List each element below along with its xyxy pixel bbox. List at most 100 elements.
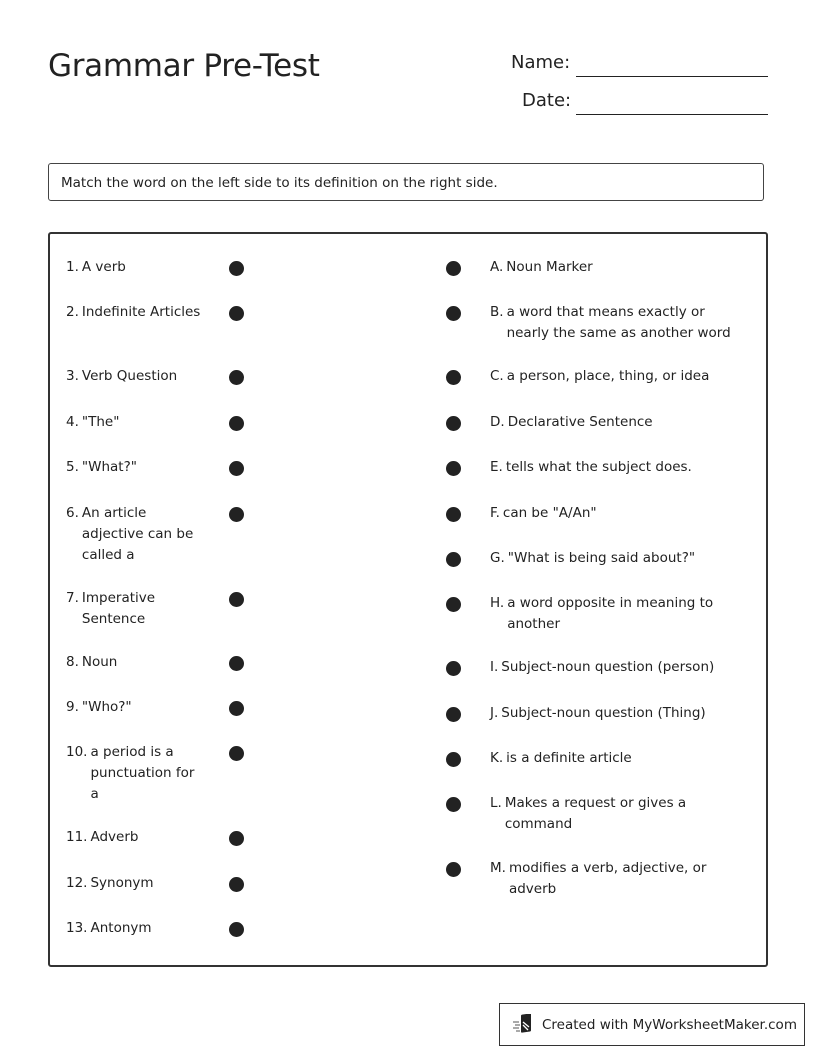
item-number: A. — [490, 259, 504, 275]
right-match-dot[interactable] — [446, 507, 461, 522]
item-text: a period is a punctuation for a — [90, 744, 195, 802]
item-text: Declarative Sentence — [507, 414, 653, 430]
right-match-dot[interactable] — [446, 752, 461, 767]
item-text: a word opposite in meaning to another — [507, 595, 714, 632]
left-match-dot[interactable] — [229, 877, 244, 892]
right-match-dot[interactable] — [446, 461, 461, 476]
right-item: M. modifies a verb, adjective, or adverb — [490, 858, 731, 900]
left-match-dot[interactable] — [229, 701, 244, 716]
item-number: B. — [490, 304, 504, 320]
left-match-dot[interactable] — [229, 507, 244, 522]
name-field[interactable] — [576, 76, 768, 77]
item-number: 7. — [66, 590, 79, 606]
left-match-dot[interactable] — [229, 370, 244, 385]
item-number: C. — [490, 368, 504, 384]
item-text: Antonym — [90, 920, 152, 936]
item-number: H. — [490, 595, 505, 611]
item-number: F. — [490, 505, 500, 521]
right-item: K. is a definite article — [490, 748, 728, 769]
right-item: G. "What is being said about?" — [490, 548, 730, 569]
right-match-dot[interactable] — [446, 707, 461, 722]
right-match-dot[interactable] — [446, 416, 461, 431]
item-number: 4. — [66, 414, 79, 430]
item-text: a person, place, thing, or idea — [506, 368, 710, 384]
left-item: 13. Antonym — [66, 918, 202, 939]
right-match-dot[interactable] — [446, 261, 461, 276]
right-item: E. tells what the subject does. — [490, 457, 728, 478]
item-text: Verb Question — [81, 368, 178, 384]
date-label: Date: — [522, 90, 572, 111]
item-number: 11. — [66, 829, 88, 845]
left-item: 8. Noun — [66, 652, 202, 673]
matching-box — [48, 232, 768, 967]
item-number: 12. — [66, 875, 88, 891]
item-number: 6. — [66, 505, 79, 521]
item-text: "What?" — [81, 459, 137, 475]
page-title: Grammar Pre-Test — [48, 48, 320, 84]
name-label: Name: — [511, 52, 571, 73]
right-match-dot[interactable] — [446, 306, 461, 321]
item-text: Subject-noun question (person) — [501, 659, 715, 675]
item-text: Noun — [81, 654, 118, 670]
left-item: 1. A verb — [66, 257, 202, 278]
date-field[interactable] — [576, 114, 768, 115]
item-text: "The" — [81, 414, 120, 430]
right-match-dot[interactable] — [446, 552, 461, 567]
item-number: 13. — [66, 920, 88, 936]
right-match-dot[interactable] — [446, 661, 461, 676]
left-item: 10. a period is a punctuation for a — [66, 742, 202, 805]
item-number: 3. — [66, 368, 79, 384]
item-text: "Who?" — [81, 699, 132, 715]
left-item: 11. Adverb — [66, 827, 202, 848]
left-match-dot[interactable] — [229, 592, 244, 607]
item-number: 8. — [66, 654, 79, 670]
right-match-dot[interactable] — [446, 370, 461, 385]
right-item: F. can be "A/An" — [490, 503, 725, 524]
left-item: 5. "What?" — [66, 457, 202, 478]
right-item: D. Declarative Sentence — [490, 412, 730, 433]
item-text: An article adjective can be called a — [81, 505, 194, 563]
item-number: 10. — [66, 744, 88, 760]
worksheet-maker-logo-icon — [513, 1013, 531, 1033]
left-item: 6. An article adjective can be called a — [66, 503, 202, 566]
right-match-dot[interactable] — [446, 797, 461, 812]
footer-text: Created with MyWorksheetMaker.com — [542, 1016, 797, 1033]
item-number: 5. — [66, 459, 79, 475]
item-text: tells what the subject does. — [505, 459, 692, 475]
right-match-dot[interactable] — [446, 862, 461, 877]
item-text: can be "A/An" — [502, 505, 597, 521]
item-text: Makes a request or gives a command — [504, 795, 687, 832]
left-match-dot[interactable] — [229, 746, 244, 761]
left-item: 12. Synonym — [66, 873, 202, 894]
item-number: 1. — [66, 259, 79, 275]
item-text: is a definite article — [506, 750, 632, 766]
right-item: B. a word that means exactly or nearly th… — [490, 302, 739, 344]
item-number: E. — [490, 459, 503, 475]
left-match-dot[interactable] — [229, 831, 244, 846]
item-text: a word that means exactly or nearly the … — [506, 304, 731, 341]
instructions: Match the word on the left side to its d… — [48, 163, 764, 201]
item-text: modifies a verb, adjective, or adverb — [508, 860, 707, 897]
right-item: H. a word opposite in meaning to another — [490, 593, 729, 635]
item-number: M. — [490, 860, 506, 876]
left-match-dot[interactable] — [229, 306, 244, 321]
item-number: D. — [490, 414, 505, 430]
item-text: Subject-noun question (Thing) — [501, 705, 706, 721]
item-text: Indefinite Articles — [81, 304, 201, 320]
left-match-dot[interactable] — [229, 656, 244, 671]
item-text: Noun Marker — [506, 259, 593, 275]
item-number: J. — [490, 705, 499, 721]
left-match-dot[interactable] — [229, 922, 244, 937]
item-text: "What is being said about?" — [507, 550, 696, 566]
right-item: L. Makes a request or gives a command — [490, 793, 727, 835]
right-match-dot[interactable] — [446, 597, 461, 612]
left-match-dot[interactable] — [229, 461, 244, 476]
left-item: 9. "Who?" — [66, 697, 202, 718]
item-text: Imperative Sentence — [81, 590, 156, 627]
item-text: Synonym — [90, 875, 154, 891]
left-match-dot[interactable] — [229, 261, 244, 276]
item-text: A verb — [81, 259, 126, 275]
left-match-dot[interactable] — [229, 416, 244, 431]
right-item: C. a person, place, thing, or idea — [490, 366, 729, 387]
item-number: G. — [490, 550, 505, 566]
